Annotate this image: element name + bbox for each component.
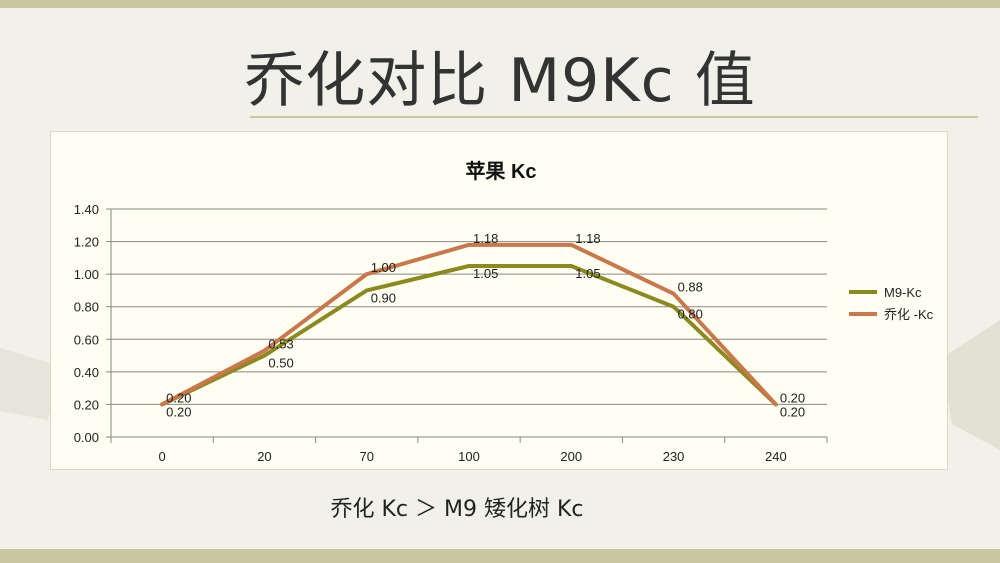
data-label: 1.05 [575,266,600,281]
data-label: 1.18 [473,231,498,246]
data-label: 1.18 [575,231,600,246]
data-label: 0.20 [166,390,191,405]
slide-caption: 乔化 Kc ＞ M9 矮化树 Kc [330,497,584,522]
series-line-m9-kc [160,264,778,407]
x-tick-label: 200 [560,449,582,464]
data-label: 0.53 [268,337,293,352]
data-label: 0.20 [166,404,191,419]
y-tick-label: 1.20 [74,235,99,250]
data-label: 0.90 [371,290,396,305]
data-label: 0.20 [780,390,805,405]
top-band [0,0,1000,8]
data-label: 1.00 [371,260,396,275]
data-label: 1.05 [473,266,498,281]
y-tick-label: 0.20 [74,397,99,412]
x-tick-label: 100 [458,449,480,464]
background-decoration-right [940,320,1000,450]
y-tick-label: 1.00 [74,267,99,282]
chart-container: 苹果 Kc 0.00 0.20 0.40 0.60 0.80 1.00 1.20 1.40 0 2… [50,131,948,470]
x-tick-label: 230 [663,449,685,464]
title-divider [250,116,978,118]
bottom-band [0,549,1000,563]
x-tick-label: 240 [765,449,787,464]
x-tick-label: 20 [257,449,271,464]
y-tick-label: 0.00 [74,430,99,445]
y-tick-label: 1.40 [74,202,99,217]
data-label: 0.20 [780,404,805,419]
data-label: 0.88 [678,280,703,295]
kc-line-chart: 苹果 Kc 0.00 0.20 0.40 0.60 0.80 1.00 1.20 1.40 0 2… [74,159,934,464]
y-tick-label: 0.40 [74,365,99,380]
legend-label: M9-Kc [884,285,922,300]
data-label: 0.50 [268,356,293,371]
x-tick-label: 70 [359,449,373,464]
series-line-qiaohua-kc [160,242,778,407]
y-tick-label: 0.60 [74,332,99,347]
legend-label: 乔化 -Kc [884,307,934,322]
x-tick-label: 0 [159,449,166,464]
y-tick-label: 0.80 [74,300,99,315]
slide-title: 乔化对比 M9Kc 值 [244,46,756,116]
data-label: 0.80 [678,307,703,322]
chart-title: 苹果 Kc [465,159,536,183]
